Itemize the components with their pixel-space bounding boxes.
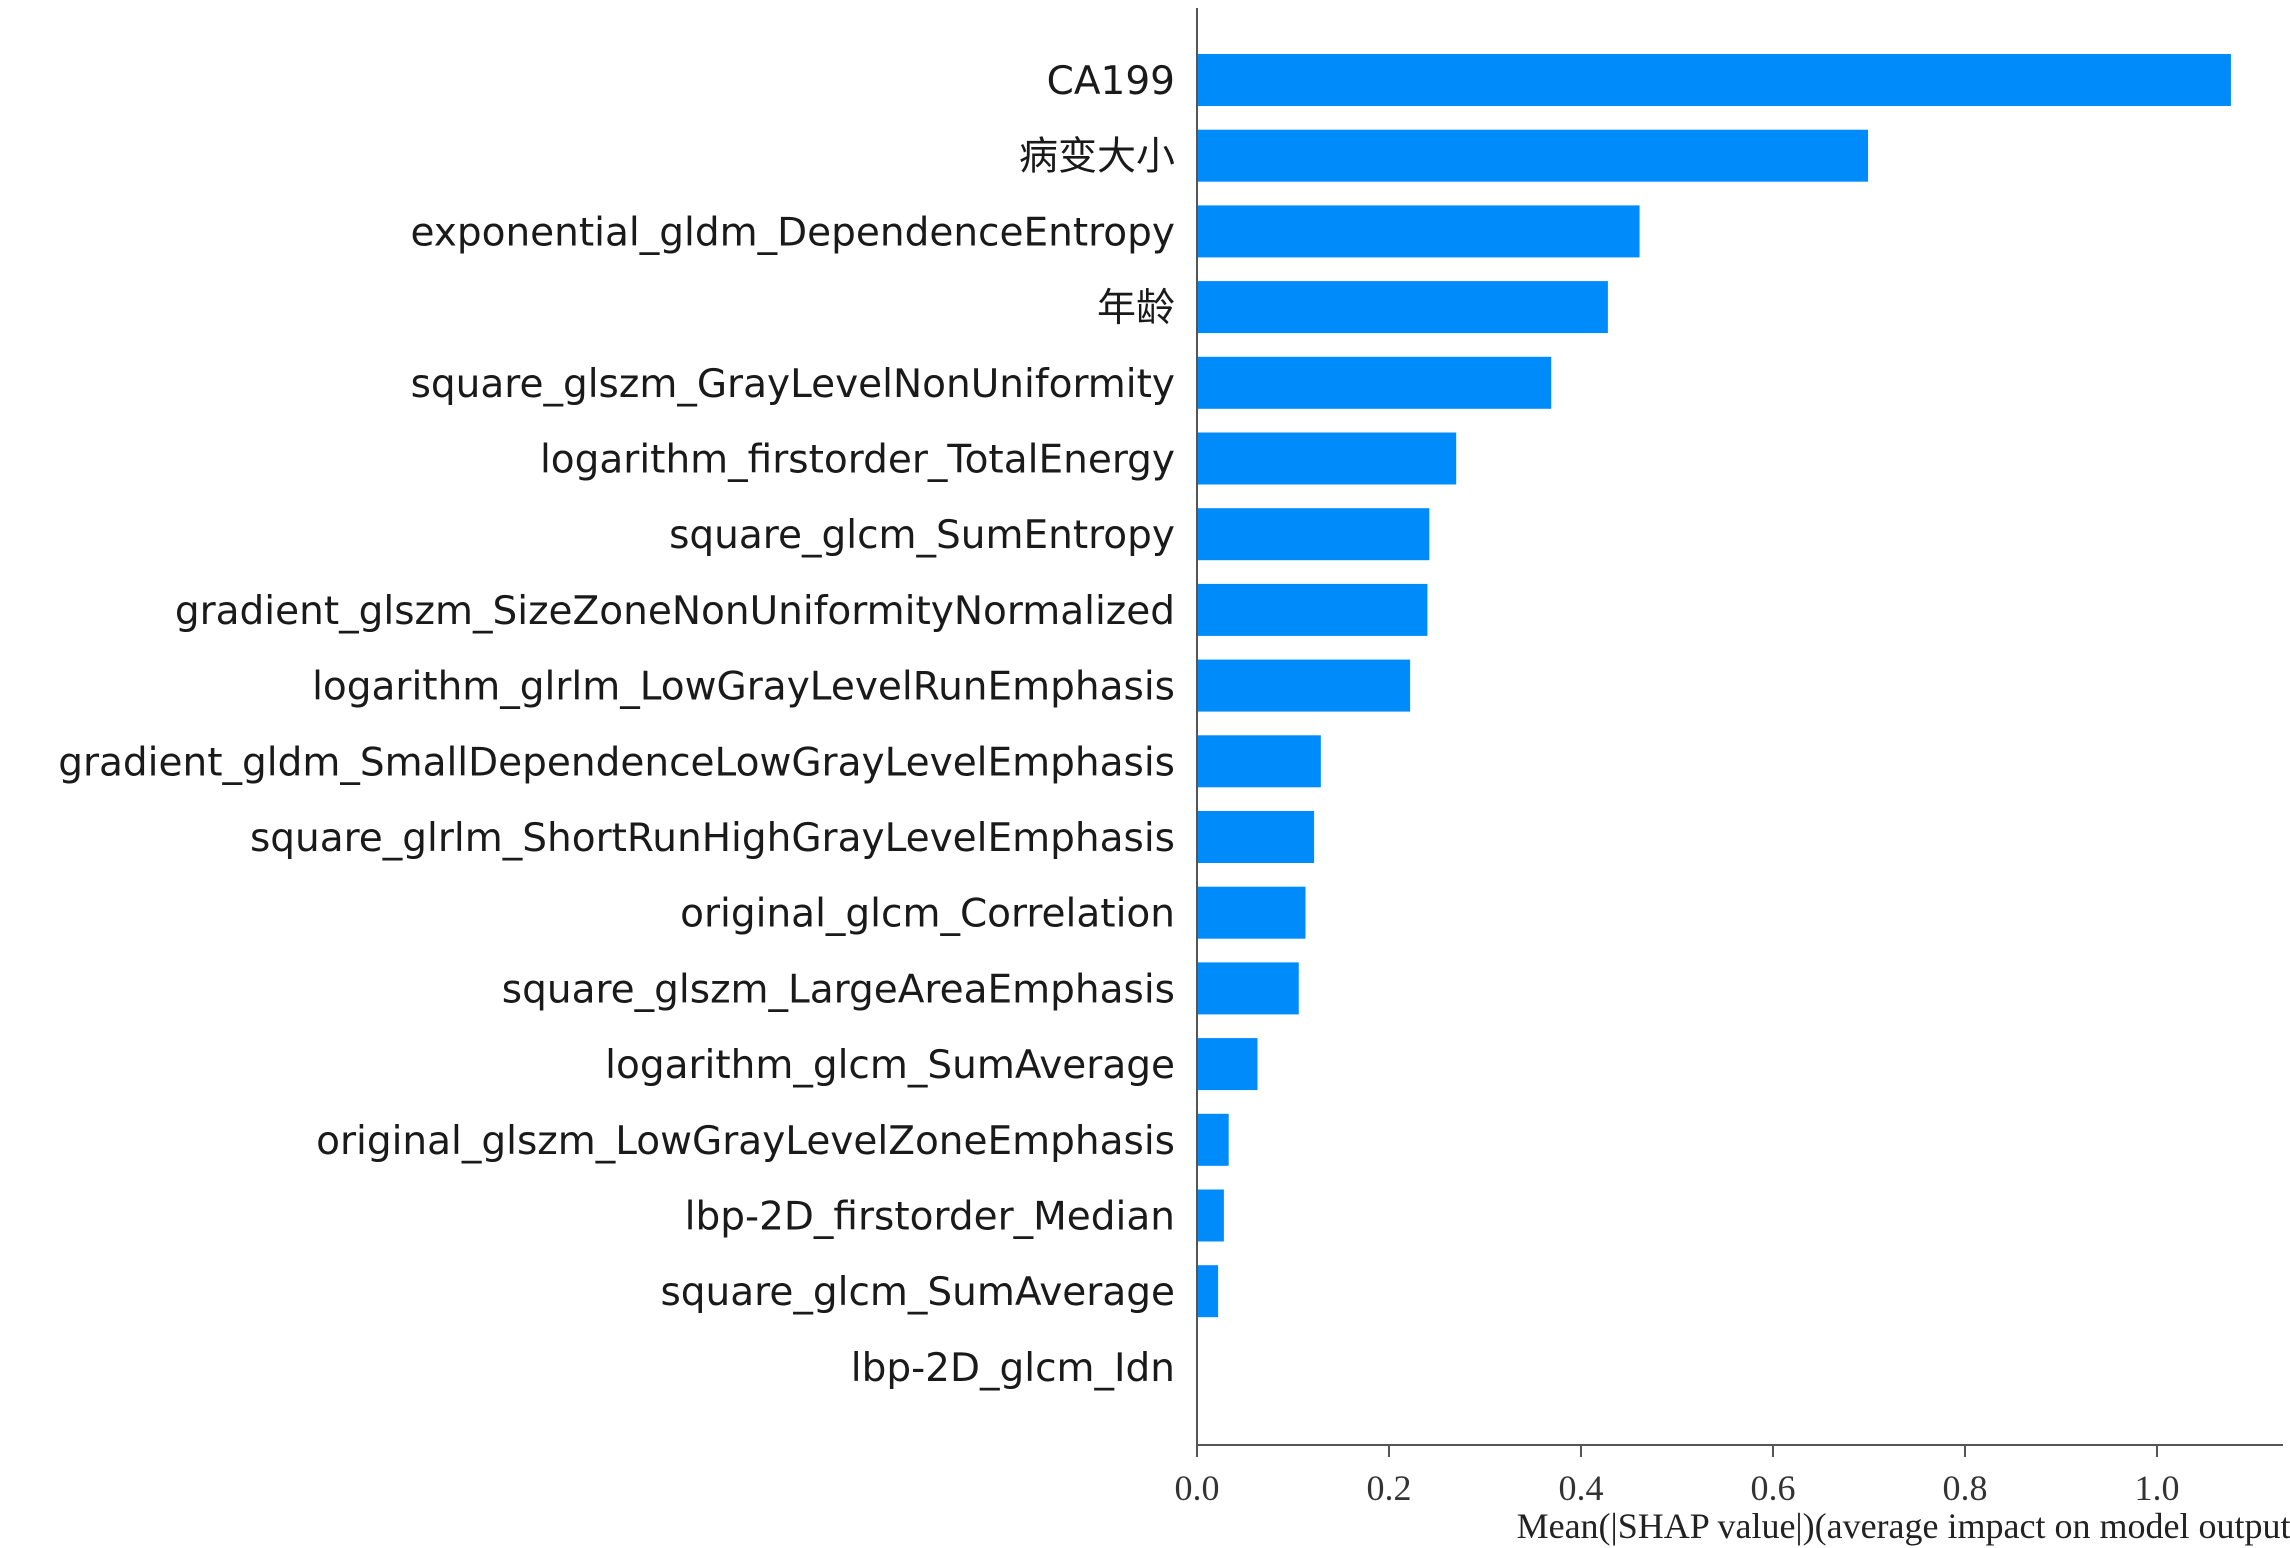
bar	[1197, 54, 2231, 106]
feature-label: lbp-2D_firstorder_Median	[685, 1195, 1175, 1240]
feature-label: gradient_glszm_SizeZoneNonUniformityNorm…	[175, 589, 1175, 634]
x-tick-label: 0.4	[1559, 1468, 1604, 1508]
x-tick-label: 1.0	[2135, 1468, 2180, 1508]
bar	[1197, 962, 1299, 1015]
bar	[1197, 659, 1411, 712]
feature-label: gradient_gldm_SmallDependenceLowGrayLeve…	[58, 740, 1175, 785]
feature-label: square_glcm_SumAverage	[660, 1270, 1175, 1315]
x-tick-label: 0.2	[1367, 1468, 1412, 1508]
x-tick-label: 0.6	[1751, 1468, 1796, 1508]
feature-label: CA199	[1047, 59, 1175, 104]
feature-label: exponential_gldm_DependenceEntropy	[410, 210, 1175, 255]
x-tick-label: 0.8	[1943, 1468, 1988, 1508]
bars-group	[1197, 54, 2231, 1318]
x-tick-label: 0.0	[1175, 1468, 1220, 1508]
feature-labels-group: CA199 病变大小 exponential_gldm_DependenceEntr…	[58, 59, 1175, 1391]
feature-label: square_glrlm_ShortRunHighGrayLevelEmphas…	[250, 816, 1175, 861]
feature-label: original_glszm_LowGrayLevelZoneEmphasis	[316, 1119, 1175, 1164]
bar	[1197, 432, 1457, 485]
bar	[1197, 1113, 1229, 1166]
bar	[1197, 1038, 1258, 1091]
feature-label: square_glszm_GrayLevelNonUniformity	[411, 362, 1175, 407]
feature-label: logarithm_glcm_SumAverage	[605, 1043, 1175, 1088]
feature-label: lbp-2D_glcm_Idn	[851, 1346, 1175, 1391]
feature-label: logarithm_firstorder_TotalEnergy	[540, 438, 1175, 483]
feature-label: original_glcm_Correlation	[680, 892, 1175, 937]
bar	[1197, 508, 1430, 561]
x-axis-title: Mean(|SHAP value|)(average impact on mod…	[1517, 1506, 2290, 1546]
feature-label: square_glcm_SumEntropy	[669, 513, 1175, 558]
feature-label: 年龄	[1097, 286, 1175, 331]
bar	[1197, 583, 1428, 636]
x-ticks-group: 0.0 0.2 0.4 0.6 0.8 1.0	[1175, 1445, 2180, 1508]
bar	[1197, 1265, 1219, 1318]
bar	[1197, 281, 1608, 334]
feature-label: logarithm_glrlm_LowGrayLevelRunEmphasis	[312, 665, 1175, 710]
bar	[1197, 886, 1306, 939]
feature-label: 病变大小	[1019, 135, 1175, 180]
bar	[1197, 205, 1640, 258]
bar	[1197, 356, 1552, 409]
feature-label: square_glszm_LargeAreaEmphasis	[502, 967, 1175, 1012]
bar	[1197, 129, 1869, 182]
bar	[1197, 735, 1321, 788]
bar	[1197, 1189, 1224, 1242]
bar	[1197, 811, 1315, 863]
